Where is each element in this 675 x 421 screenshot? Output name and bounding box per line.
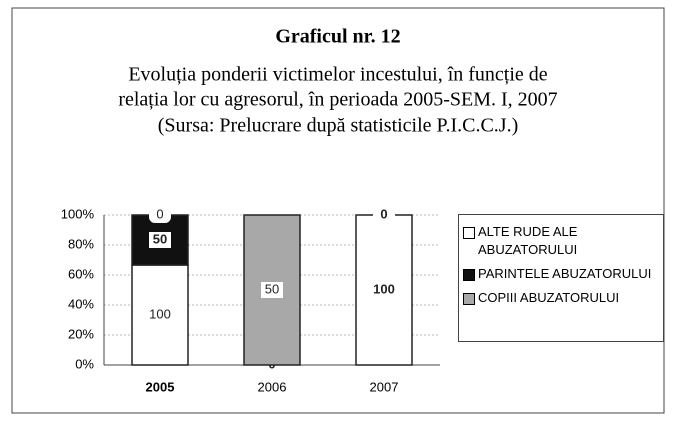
data-label-box [373,207,395,223]
data-label: 100 [149,306,171,321]
data-label-box [149,207,171,223]
data-label: 100 [373,281,395,296]
y-tick-label: 80% [68,236,94,251]
data-label: 50 [153,231,167,246]
data-label-box [261,282,283,298]
legend-item: PARINTELE ABUZATORULUI [463,265,659,283]
chart-title: Graficul nr. 12 [275,26,400,48]
subtitle: Evoluția ponderii victimelor incestului,… [128,64,547,86]
y-tick-label: 0% [75,356,94,371]
legend-item: ALTE RUDE ALE ABUZATORULUI [463,223,659,259]
x-tick-label: 2005 [146,379,175,394]
legend: ALTE RUDE ALE ABUZATORULUI PARINTELE ABUZ… [458,214,664,342]
subtitle: (Sursa: Prelucrare după statisticile P.I… [158,115,519,137]
legend-label: PARINTELE ABUZATORULUI [478,266,652,281]
legend-label: COPIII ABUZATORULUI [478,290,620,305]
data-label-box [149,232,171,248]
legend-label: ALTE RUDE ALE ABUZATORULUI [478,224,578,257]
data-label-box [149,307,171,323]
y-tick-label: 20% [68,326,94,341]
x-tick-label: 2007 [370,379,399,394]
y-tick-label: 40% [68,296,94,311]
data-label-box [373,282,395,298]
subtitle: relația lor cu agresorul, în perioada 20… [118,89,557,111]
data-label: 50 [265,281,279,296]
legend-swatch [463,227,475,239]
data-label: 0 [156,206,163,221]
y-tick-label: 100% [61,206,95,221]
frame [11,7,665,414]
x-tick-label: 2006 [258,379,287,394]
legend-item: COPIII ABUZATORULUI [463,289,659,307]
data-label: 0 [380,206,387,221]
legend-swatch [463,293,475,305]
y-tick-label: 60% [68,266,94,281]
legend-swatch [463,269,475,281]
